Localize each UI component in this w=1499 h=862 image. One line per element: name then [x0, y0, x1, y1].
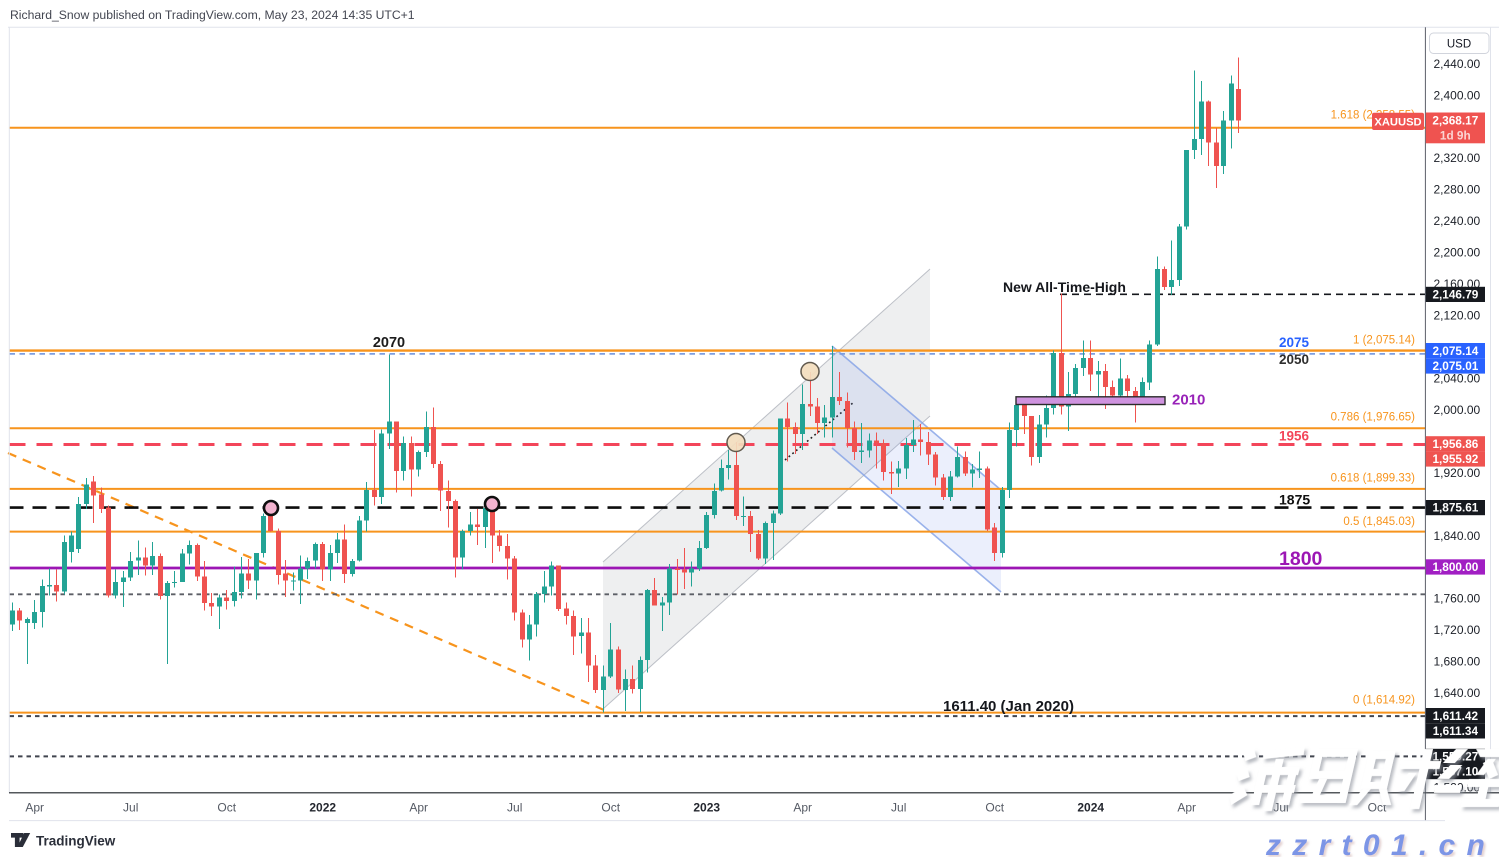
svg-text:Jul: Jul — [507, 801, 522, 815]
svg-text:2,146.79: 2,146.79 — [1432, 288, 1478, 302]
svg-text:2,200.00: 2,200.00 — [1434, 246, 1481, 260]
svg-text:2,075.01: 2,075.01 — [1432, 359, 1478, 373]
svg-text:2022: 2022 — [309, 801, 336, 815]
svg-text:2,240.00: 2,240.00 — [1434, 214, 1481, 228]
svg-text:Oct: Oct — [601, 801, 620, 815]
svg-text:USD: USD — [1447, 39, 1471, 51]
svg-text:0 (1,614.92): 0 (1,614.92) — [1353, 695, 1415, 707]
svg-text:2,280.00: 2,280.00 — [1434, 183, 1481, 197]
svg-text:2,440.00: 2,440.00 — [1434, 57, 1481, 71]
svg-text:2,040.00: 2,040.00 — [1434, 371, 1481, 385]
svg-text:1d 9h: 1d 9h — [1440, 129, 1471, 143]
svg-text:0.618 (1,899.33): 0.618 (1,899.33) — [1331, 473, 1416, 485]
svg-text:1,955.92: 1,955.92 — [1432, 452, 1478, 466]
svg-text:Apr: Apr — [793, 801, 812, 815]
svg-text:2024: 2024 — [1077, 801, 1104, 815]
svg-text:TradingView: TradingView — [36, 834, 116, 849]
svg-text:Oct: Oct — [985, 801, 1004, 815]
svg-text:New All-Time-High: New All-Time-High — [1003, 279, 1126, 295]
svg-text:1956: 1956 — [1279, 429, 1310, 444]
svg-text:1 (2,075.14): 1 (2,075.14) — [1353, 335, 1415, 347]
svg-text:1,760.00: 1,760.00 — [1434, 592, 1481, 606]
svg-text:2070: 2070 — [373, 335, 405, 351]
svg-text:0.786 (1,976.65): 0.786 (1,976.65) — [1331, 411, 1416, 423]
svg-text:2,400.00: 2,400.00 — [1434, 88, 1481, 102]
svg-text:1,875.61: 1,875.61 — [1432, 501, 1478, 515]
svg-text:2,120.00: 2,120.00 — [1434, 309, 1481, 323]
svg-text:1875: 1875 — [1279, 492, 1310, 508]
svg-text:2010: 2010 — [1172, 392, 1205, 409]
svg-text:Jul: Jul — [123, 801, 138, 815]
svg-text:2,000.00: 2,000.00 — [1434, 403, 1481, 417]
svg-text:1,840.00: 1,840.00 — [1434, 529, 1481, 543]
svg-text:2075: 2075 — [1279, 335, 1310, 350]
svg-text:0.5 (1,845.03): 0.5 (1,845.03) — [1343, 516, 1415, 528]
svg-text:1,680.00: 1,680.00 — [1434, 655, 1481, 669]
svg-text:1,920.00: 1,920.00 — [1434, 466, 1481, 480]
svg-text:1,611.42: 1,611.42 — [1433, 709, 1479, 723]
svg-text:2023: 2023 — [693, 801, 720, 815]
svg-text:2,320.00: 2,320.00 — [1434, 151, 1481, 165]
svg-text:1611.40 (Jan 2020): 1611.40 (Jan 2020) — [943, 698, 1074, 715]
svg-text:1,611.34: 1,611.34 — [1433, 724, 1479, 738]
svg-text:zzrt01.cn: zzrt01.cn — [1265, 829, 1496, 857]
svg-text:1800: 1800 — [1279, 548, 1323, 570]
svg-text:Oct: Oct — [217, 801, 236, 815]
svg-text:2,075.14: 2,075.14 — [1432, 344, 1478, 358]
svg-text:2050: 2050 — [1279, 352, 1309, 367]
svg-text:1,800.00: 1,800.00 — [1432, 560, 1478, 574]
svg-text:1,720.00: 1,720.00 — [1434, 623, 1481, 637]
svg-text:1,956.86: 1,956.86 — [1432, 437, 1478, 451]
svg-text:1,640.00: 1,640.00 — [1434, 686, 1481, 700]
svg-text:2,368.17: 2,368.17 — [1432, 114, 1478, 128]
svg-text:Apr: Apr — [1177, 801, 1196, 815]
svg-text:Richard_Snow published on Trad: Richard_Snow published on TradingView.co… — [10, 8, 415, 22]
svg-text:Oct: Oct — [1368, 801, 1387, 815]
svg-text:XAUUSD: XAUUSD — [1374, 117, 1421, 129]
svg-text:Apr: Apr — [25, 801, 44, 815]
svg-text:Jul: Jul — [891, 801, 906, 815]
svg-text:Apr: Apr — [409, 801, 428, 815]
